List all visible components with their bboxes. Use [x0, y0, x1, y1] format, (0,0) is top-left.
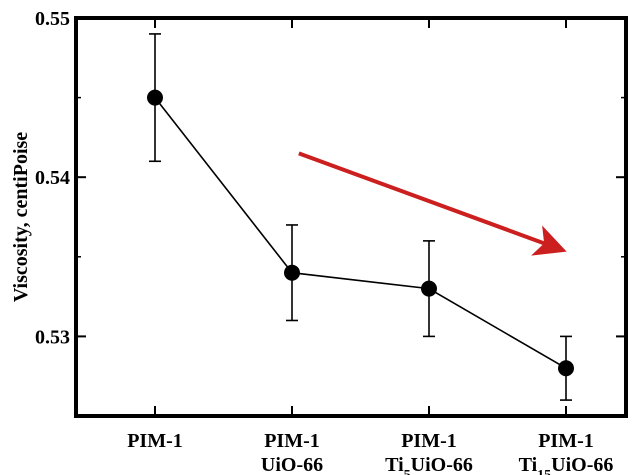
- y-tick-label: 0.53: [35, 326, 70, 348]
- trend-arrow: [298, 151, 567, 256]
- data-point: [147, 89, 163, 106]
- x-category-label: Ti5UiO-66: [385, 454, 473, 475]
- x-category-label: UiO-66: [261, 454, 323, 475]
- y-tick-label: 0.54: [35, 167, 70, 189]
- x-category-label: Ti15UiO-66: [519, 454, 614, 475]
- x-category-label: PIM-1: [264, 430, 320, 452]
- series-line: [154, 97, 567, 369]
- data-point: [421, 280, 437, 297]
- x-category-label: PIM-1: [401, 430, 457, 452]
- y-axis-title: Viscosity, centiPoise: [10, 132, 32, 302]
- data-point: [558, 360, 574, 377]
- x-category-label: PIM-1: [538, 430, 594, 452]
- plot-frame: [74, 16, 628, 418]
- y-tick-label: 0.55: [35, 8, 70, 30]
- data-point: [284, 264, 300, 281]
- x-category-label: PIM-1: [127, 430, 183, 452]
